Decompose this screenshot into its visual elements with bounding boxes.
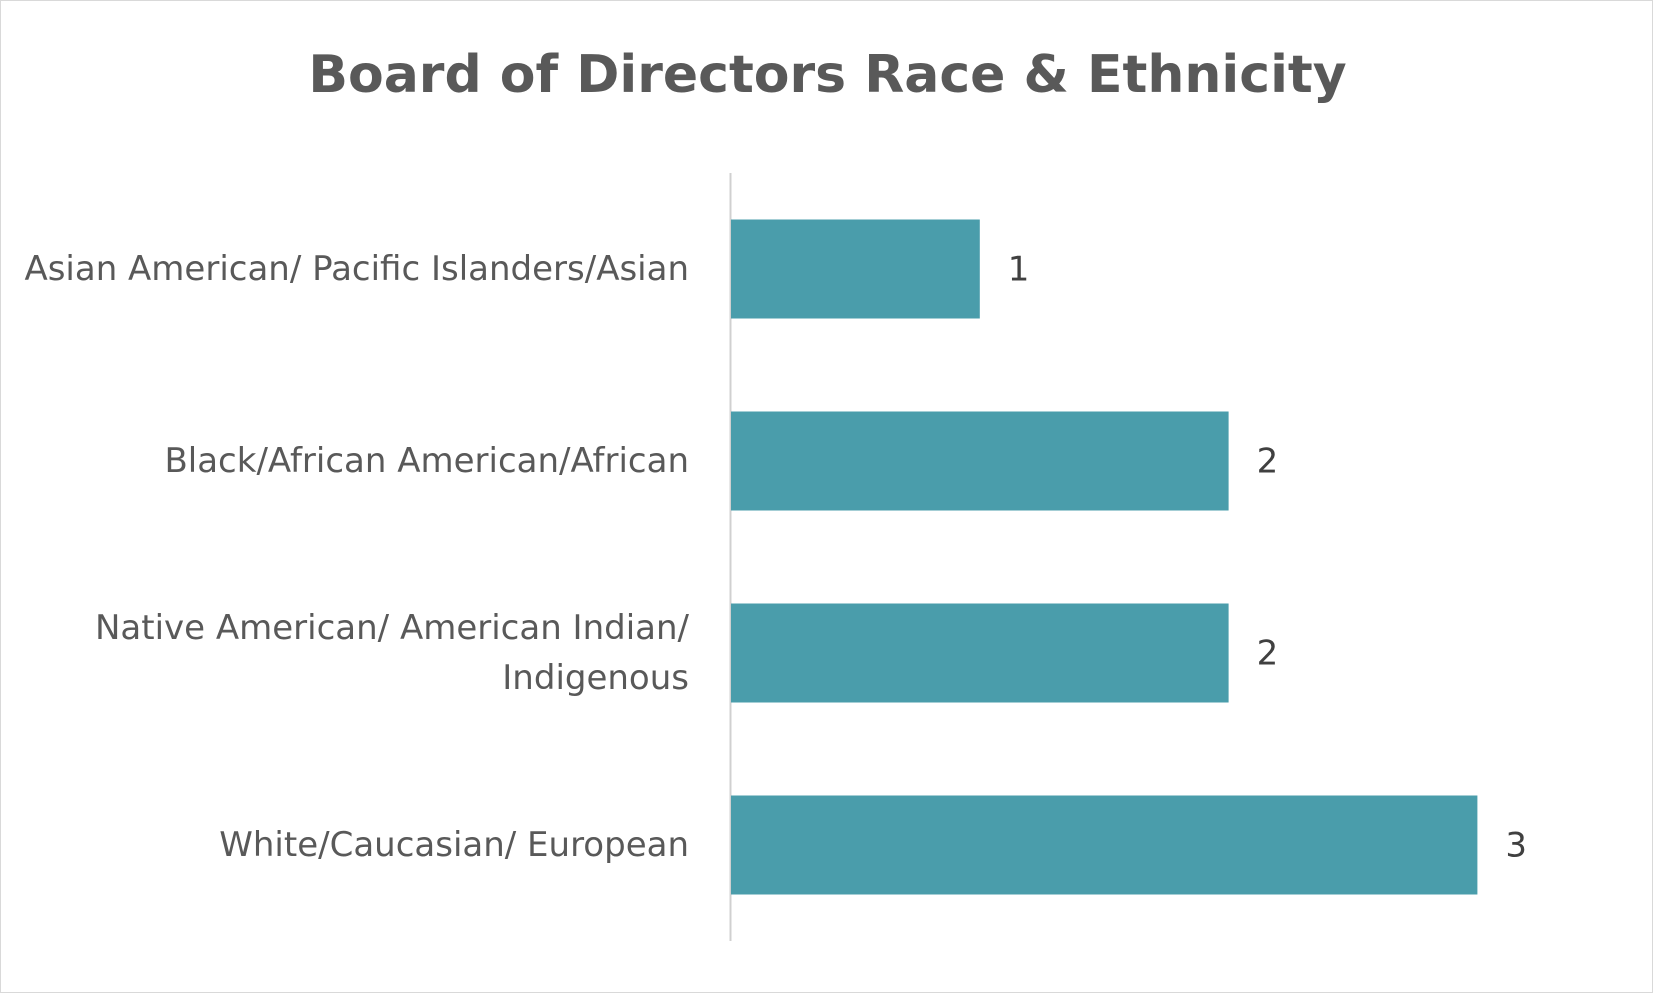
value-label: 3 [1505, 826, 1527, 866]
value-label: 2 [1257, 442, 1279, 482]
value-label: 1 [1008, 250, 1030, 290]
value-label: 2 [1257, 634, 1279, 674]
category-label: Black/African American/African [164, 441, 689, 481]
chart-title: Board of Directors Race & Ethnicity [308, 45, 1347, 105]
bar [731, 411, 1229, 511]
category-label: White/Caucasian/ European [219, 825, 689, 865]
category-label: Asian American/ Pacific Islanders/Asian [24, 249, 689, 289]
category-label: Native American/ American Indian/ Indige… [94, 608, 689, 698]
bar [731, 795, 1478, 895]
bar [731, 219, 980, 319]
bar [731, 603, 1229, 703]
